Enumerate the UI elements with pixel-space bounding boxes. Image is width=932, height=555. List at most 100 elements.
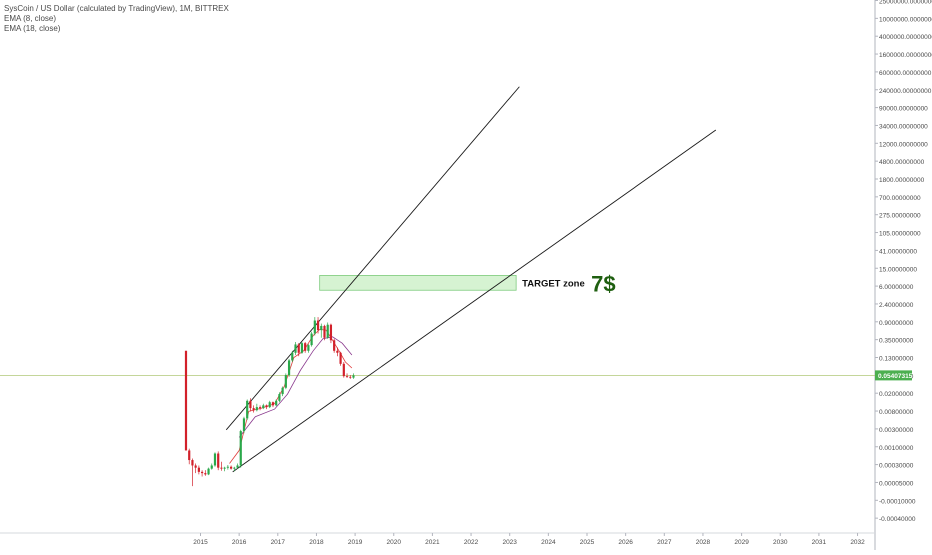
candle[interactable]	[191, 458, 194, 487]
candle-body	[310, 333, 313, 346]
candle[interactable]	[329, 323, 333, 344]
candle[interactable]	[226, 465, 229, 470]
time-tick-label: 2015	[193, 539, 208, 546]
candle-body	[329, 324, 333, 341]
candle-body	[249, 400, 252, 409]
price-tick-label: -0.00010000	[879, 498, 916, 505]
candle[interactable]	[275, 399, 278, 407]
candle[interactable]	[349, 375, 352, 379]
candle[interactable]	[220, 461, 223, 471]
candle[interactable]	[294, 341, 297, 355]
candle[interactable]	[249, 398, 252, 412]
candle[interactable]	[352, 373, 355, 379]
target-zone-label: TARGET zone	[522, 278, 585, 289]
price-axis[interactable]: 25000000.00000000 10000000.00000000 400000…	[874, 0, 932, 550]
candle-body	[213, 453, 217, 466]
legend-ema18: EMA (18, close)	[4, 24, 61, 33]
price-tick-label: 0.00005000	[879, 480, 914, 487]
price-tick-label: 700.00000000	[879, 195, 921, 202]
price-tick-label: -0.00040000	[879, 516, 916, 523]
chart-title: SysCoin / US Dollar (calculated by Tradi…	[4, 4, 229, 13]
candle-body	[188, 450, 191, 461]
candle[interactable]	[204, 470, 207, 476]
candle[interactable]	[258, 405, 262, 411]
candle[interactable]	[229, 465, 233, 470]
time-axis[interactable]: 2015 2016 2017 2018 2019 2020 2021 2022 2023 2024…	[0, 532, 875, 546]
candle[interactable]	[313, 317, 316, 336]
candle[interactable]	[239, 429, 242, 468]
price-tick-label: 90000.00000000	[879, 106, 928, 113]
candle-body	[281, 387, 284, 395]
time-tick-label: 2032	[850, 539, 865, 546]
candle-body	[246, 400, 249, 419]
candle[interactable]	[268, 400, 271, 409]
lower-trendline[interactable]	[232, 129, 717, 473]
candle[interactable]	[213, 452, 217, 467]
candle[interactable]	[323, 324, 326, 341]
candle[interactable]	[320, 323, 323, 338]
price-tick-label: 600000.00000000	[879, 70, 932, 77]
candle[interactable]	[281, 386, 284, 397]
candle[interactable]	[233, 466, 236, 472]
candle-body	[204, 473, 207, 475]
upper-trendline[interactable]	[225, 86, 520, 431]
candle[interactable]	[307, 343, 310, 353]
candle[interactable]	[326, 322, 329, 339]
candle-body	[349, 376, 352, 378]
candle[interactable]	[255, 403, 258, 412]
candle-body	[342, 363, 345, 377]
time-tick-label: 2021	[425, 539, 440, 546]
candle[interactable]	[345, 373, 349, 379]
candle[interactable]	[287, 358, 291, 377]
candle[interactable]	[300, 341, 304, 354]
candle-body	[265, 405, 268, 408]
candle[interactable]	[236, 463, 239, 469]
candle[interactable]	[336, 347, 339, 357]
candle[interactable]	[262, 403, 265, 410]
time-tick-label: 2025	[580, 539, 595, 546]
price-tick-label: 0.00100000	[879, 445, 914, 452]
candle[interactable]	[207, 467, 210, 476]
candle-body	[217, 453, 220, 468]
candle-body	[233, 467, 236, 469]
price-tick-label: 4000000.00000000	[879, 34, 932, 41]
candle[interactable]	[184, 350, 188, 451]
candle-body	[197, 467, 200, 472]
candle[interactable]	[291, 350, 294, 363]
candle[interactable]	[271, 401, 275, 408]
price-tick-label: 6.00000000	[879, 284, 914, 291]
candle[interactable]	[333, 338, 336, 353]
candle[interactable]	[316, 317, 320, 334]
candle[interactable]	[252, 405, 255, 413]
candle-body	[223, 467, 226, 469]
candle[interactable]	[246, 399, 249, 421]
candle[interactable]	[297, 343, 300, 357]
time-tick-label: 2022	[464, 539, 479, 546]
candle[interactable]	[342, 362, 345, 378]
time-tick-label: 2026	[618, 539, 633, 546]
candle-body	[294, 344, 297, 353]
price-tick-label: 1600000.00000000	[879, 52, 932, 59]
candle[interactable]	[284, 373, 287, 390]
candle[interactable]	[265, 404, 268, 410]
candle[interactable]	[304, 341, 307, 353]
ema8-line	[229, 329, 353, 464]
candle[interactable]	[194, 463, 197, 474]
candle[interactable]	[210, 463, 213, 470]
candle[interactable]	[201, 470, 204, 477]
candle[interactable]	[197, 465, 200, 475]
candle-body	[278, 394, 281, 401]
candle[interactable]	[223, 466, 226, 472]
candle[interactable]	[339, 351, 342, 366]
price-tick-label: 0.00800000	[879, 409, 914, 416]
candle[interactable]	[217, 451, 220, 471]
candle[interactable]	[242, 416, 246, 434]
candle[interactable]	[188, 448, 191, 465]
time-tick-label: 2016	[232, 539, 247, 546]
candle-body	[226, 466, 229, 468]
candle-body	[304, 343, 307, 351]
candle-body	[184, 350, 188, 451]
candle[interactable]	[278, 392, 281, 403]
candle[interactable]	[310, 331, 313, 347]
